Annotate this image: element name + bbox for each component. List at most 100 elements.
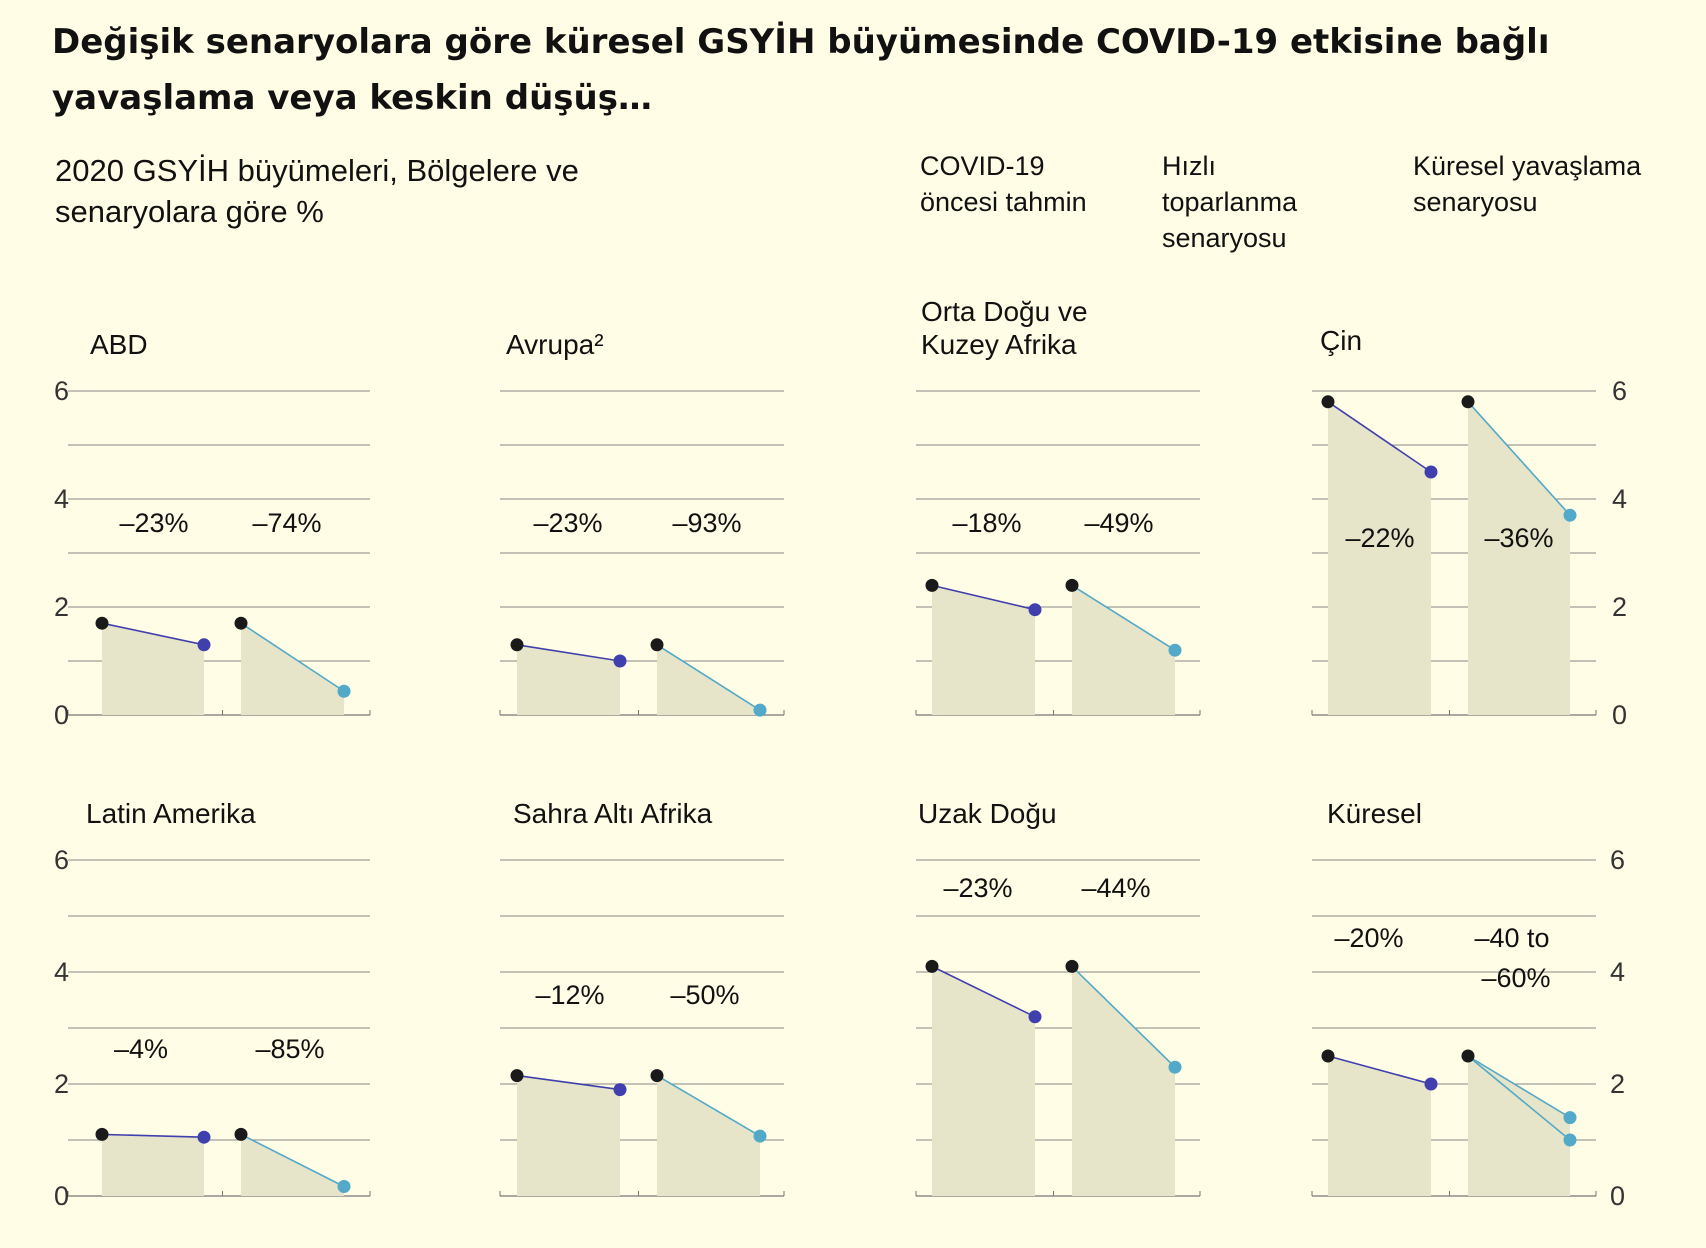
- panel-4-label-rapid-change: –22%: [1345, 523, 1414, 553]
- panel-1-point-pre-covid: [95, 616, 109, 630]
- panel-7-area-rapid-recovery: [932, 966, 1035, 1196]
- panel-8-point-global-slowdown: [1563, 1133, 1577, 1147]
- panel-6-point-rapid-recovery: [613, 1083, 627, 1097]
- panel-8-area-global-slowdown: [1468, 1056, 1570, 1196]
- panel-2-line-rapid-recovery: [516, 644, 621, 662]
- panel-1-line-rapid-recovery: [101, 622, 205, 646]
- panel-1-ytick-label: 4: [54, 484, 69, 514]
- panel-1-point-rapid-recovery: [197, 638, 211, 652]
- panel-4-area-global-slowdown: [1468, 401, 1570, 715]
- panel-8-label-slowdown-change-line2: –60%: [1481, 963, 1550, 993]
- panel-7-point-global-slowdown: [1168, 1060, 1182, 1074]
- panel-6-area-global-slowdown: [657, 1075, 760, 1196]
- panel-5-point-pre-covid: [234, 1127, 248, 1141]
- panel-5-line-global-slowdown: [240, 1133, 345, 1188]
- panel-6-line-global-slowdown: [656, 1074, 761, 1137]
- panel-1-ytick-label: 0: [54, 700, 69, 730]
- panel-4-ytick-label: 6: [1612, 376, 1627, 406]
- legend-label-pre-covid: COVID-19 öncesi tahmin: [920, 151, 1087, 217]
- page-title: Değişik senaryolara göre küresel GSYİH b…: [52, 22, 1550, 118]
- panel-5-label-rapid-change: –4%: [114, 1034, 168, 1064]
- panel-6-area-rapid-recovery: [517, 1075, 620, 1196]
- panel-7-label-rapid-change: –23%: [943, 873, 1012, 903]
- panel-8-ytick-label: 0: [1610, 1181, 1625, 1211]
- panel-8-label-slowdown-change: –40 to: [1474, 923, 1549, 953]
- panel-8-point-pre-covid: [1461, 1049, 1475, 1063]
- panel-4-ytick-label: 4: [1612, 484, 1627, 514]
- panel-title-avrupa: Avrupa²: [506, 329, 604, 360]
- panel-5-point-rapid-recovery: [197, 1130, 211, 1144]
- panel-5-ytick-label: 4: [54, 957, 69, 987]
- legend-label-global-slowdown: Küresel yavaşlama senaryosu: [1413, 151, 1642, 217]
- panel-1-line-global-slowdown: [240, 622, 345, 692]
- panel-2-label-rapid-change: –23%: [533, 508, 602, 538]
- panel-2-point-rapid-recovery: [613, 654, 627, 668]
- panel-6-label-slowdown-change: –50%: [670, 980, 739, 1010]
- panel-2-label-slowdown-change: –93%: [672, 508, 741, 538]
- panel-8-label-rapid-change: –20%: [1334, 923, 1403, 953]
- panel-5-line-rapid-recovery: [101, 1133, 205, 1138]
- panel-title-kuresel: Küresel: [1327, 798, 1422, 829]
- panel-2-point-global-slowdown: [753, 703, 767, 717]
- panel-3-line-global-slowdown: [1071, 584, 1176, 651]
- panel-2-point-pre-covid: [510, 638, 524, 652]
- panel-5-point-global-slowdown: [337, 1179, 351, 1193]
- panel-5-ytick-label: 2: [54, 1069, 69, 1099]
- panel-3-area-global-slowdown: [1072, 585, 1175, 715]
- panel-3-point-pre-covid: [925, 578, 939, 592]
- panel-3-point-rapid-recovery: [1028, 603, 1042, 617]
- panel-4-point-pre-covid: [1321, 395, 1335, 409]
- panel-5-area-rapid-recovery: [102, 1134, 204, 1196]
- panel-7-line-global-slowdown: [1071, 965, 1176, 1068]
- panel-1-label-rapid-change: –23%: [119, 508, 188, 538]
- chart-subtitle: 2020 GSYİH büyümeleri, Bölgelere ve sena…: [55, 153, 579, 229]
- panel-5-point-pre-covid: [95, 1127, 109, 1141]
- panel-1-point-pre-covid: [234, 616, 248, 630]
- panel-6-point-global-slowdown: [753, 1129, 767, 1143]
- panel-8-line-rapid-recovery: [1327, 1055, 1432, 1085]
- panel-8-ytick-label: 2: [1610, 1069, 1625, 1099]
- panel-8-ytick-label: 6: [1610, 845, 1625, 875]
- panel-1-ytick-label: 2: [54, 592, 69, 622]
- panel-5-area-global-slowdown: [241, 1134, 344, 1196]
- panel-3-point-pre-covid: [1065, 578, 1079, 592]
- panel-title-cin: Çin: [1320, 325, 1363, 356]
- panel-5-ytick-label: 0: [54, 1181, 69, 1211]
- panel-4-ytick-label: 0: [1612, 700, 1627, 730]
- panel-4-label-slowdown-change: –36%: [1484, 523, 1553, 553]
- panel-8-area-rapid-recovery: [1328, 1056, 1431, 1196]
- panel-title-sahra-alti-afrika: Sahra Altı Afrika: [513, 798, 713, 829]
- panel-2-point-pre-covid: [650, 638, 664, 652]
- panel-title-latin-amerika: Latin Amerika: [86, 798, 256, 829]
- panel-1-area-rapid-recovery: [102, 623, 204, 715]
- panel-8-ytick-label: 4: [1610, 957, 1625, 987]
- panel-3-label-slowdown-change: –49%: [1084, 508, 1153, 538]
- panel-title-abd: ABD: [90, 329, 148, 360]
- panel-1-area-global-slowdown: [241, 623, 344, 715]
- panel-4-point-rapid-recovery: [1424, 465, 1438, 479]
- panel-6-line-rapid-recovery: [516, 1074, 621, 1091]
- panel-title-orta-dogu: Orta Doğu ve Kuzey Afrika: [921, 296, 1088, 360]
- panel-6-label-rapid-change: –12%: [535, 980, 604, 1010]
- panel-7-area-global-slowdown: [1072, 966, 1175, 1196]
- panel-1-ytick-label: 6: [54, 376, 69, 406]
- panel-3-point-global-slowdown: [1168, 643, 1182, 657]
- panel-7-point-pre-covid: [1065, 959, 1079, 973]
- panel-1-point-global-slowdown: [337, 684, 351, 698]
- panel-4-ytick-label: 2: [1612, 592, 1627, 622]
- panel-title-uzak-dogu: Uzak Doğu: [918, 798, 1057, 829]
- panel-7-label-slowdown-change: –44%: [1081, 873, 1150, 903]
- panel-8-line-global-slowdown: [1467, 1055, 1571, 1119]
- panel-5-ytick-label: 6: [54, 845, 69, 875]
- panel-3-line-rapid-recovery: [931, 584, 1036, 611]
- panel-4-point-pre-covid: [1461, 395, 1475, 409]
- panel-7-line-rapid-recovery: [931, 965, 1036, 1018]
- panel-4-line-rapid-recovery: [1327, 401, 1432, 473]
- panel-4-point-global-slowdown: [1563, 508, 1577, 522]
- panel-2-area-rapid-recovery: [517, 644, 620, 715]
- panel-8-line-global-slowdown: [1467, 1055, 1571, 1141]
- panel-8-point-pre-covid: [1321, 1049, 1335, 1063]
- panel-6-point-pre-covid: [650, 1069, 664, 1083]
- legend-label-rapid-recovery: Hızlı toparlanma senaryosu: [1162, 151, 1298, 253]
